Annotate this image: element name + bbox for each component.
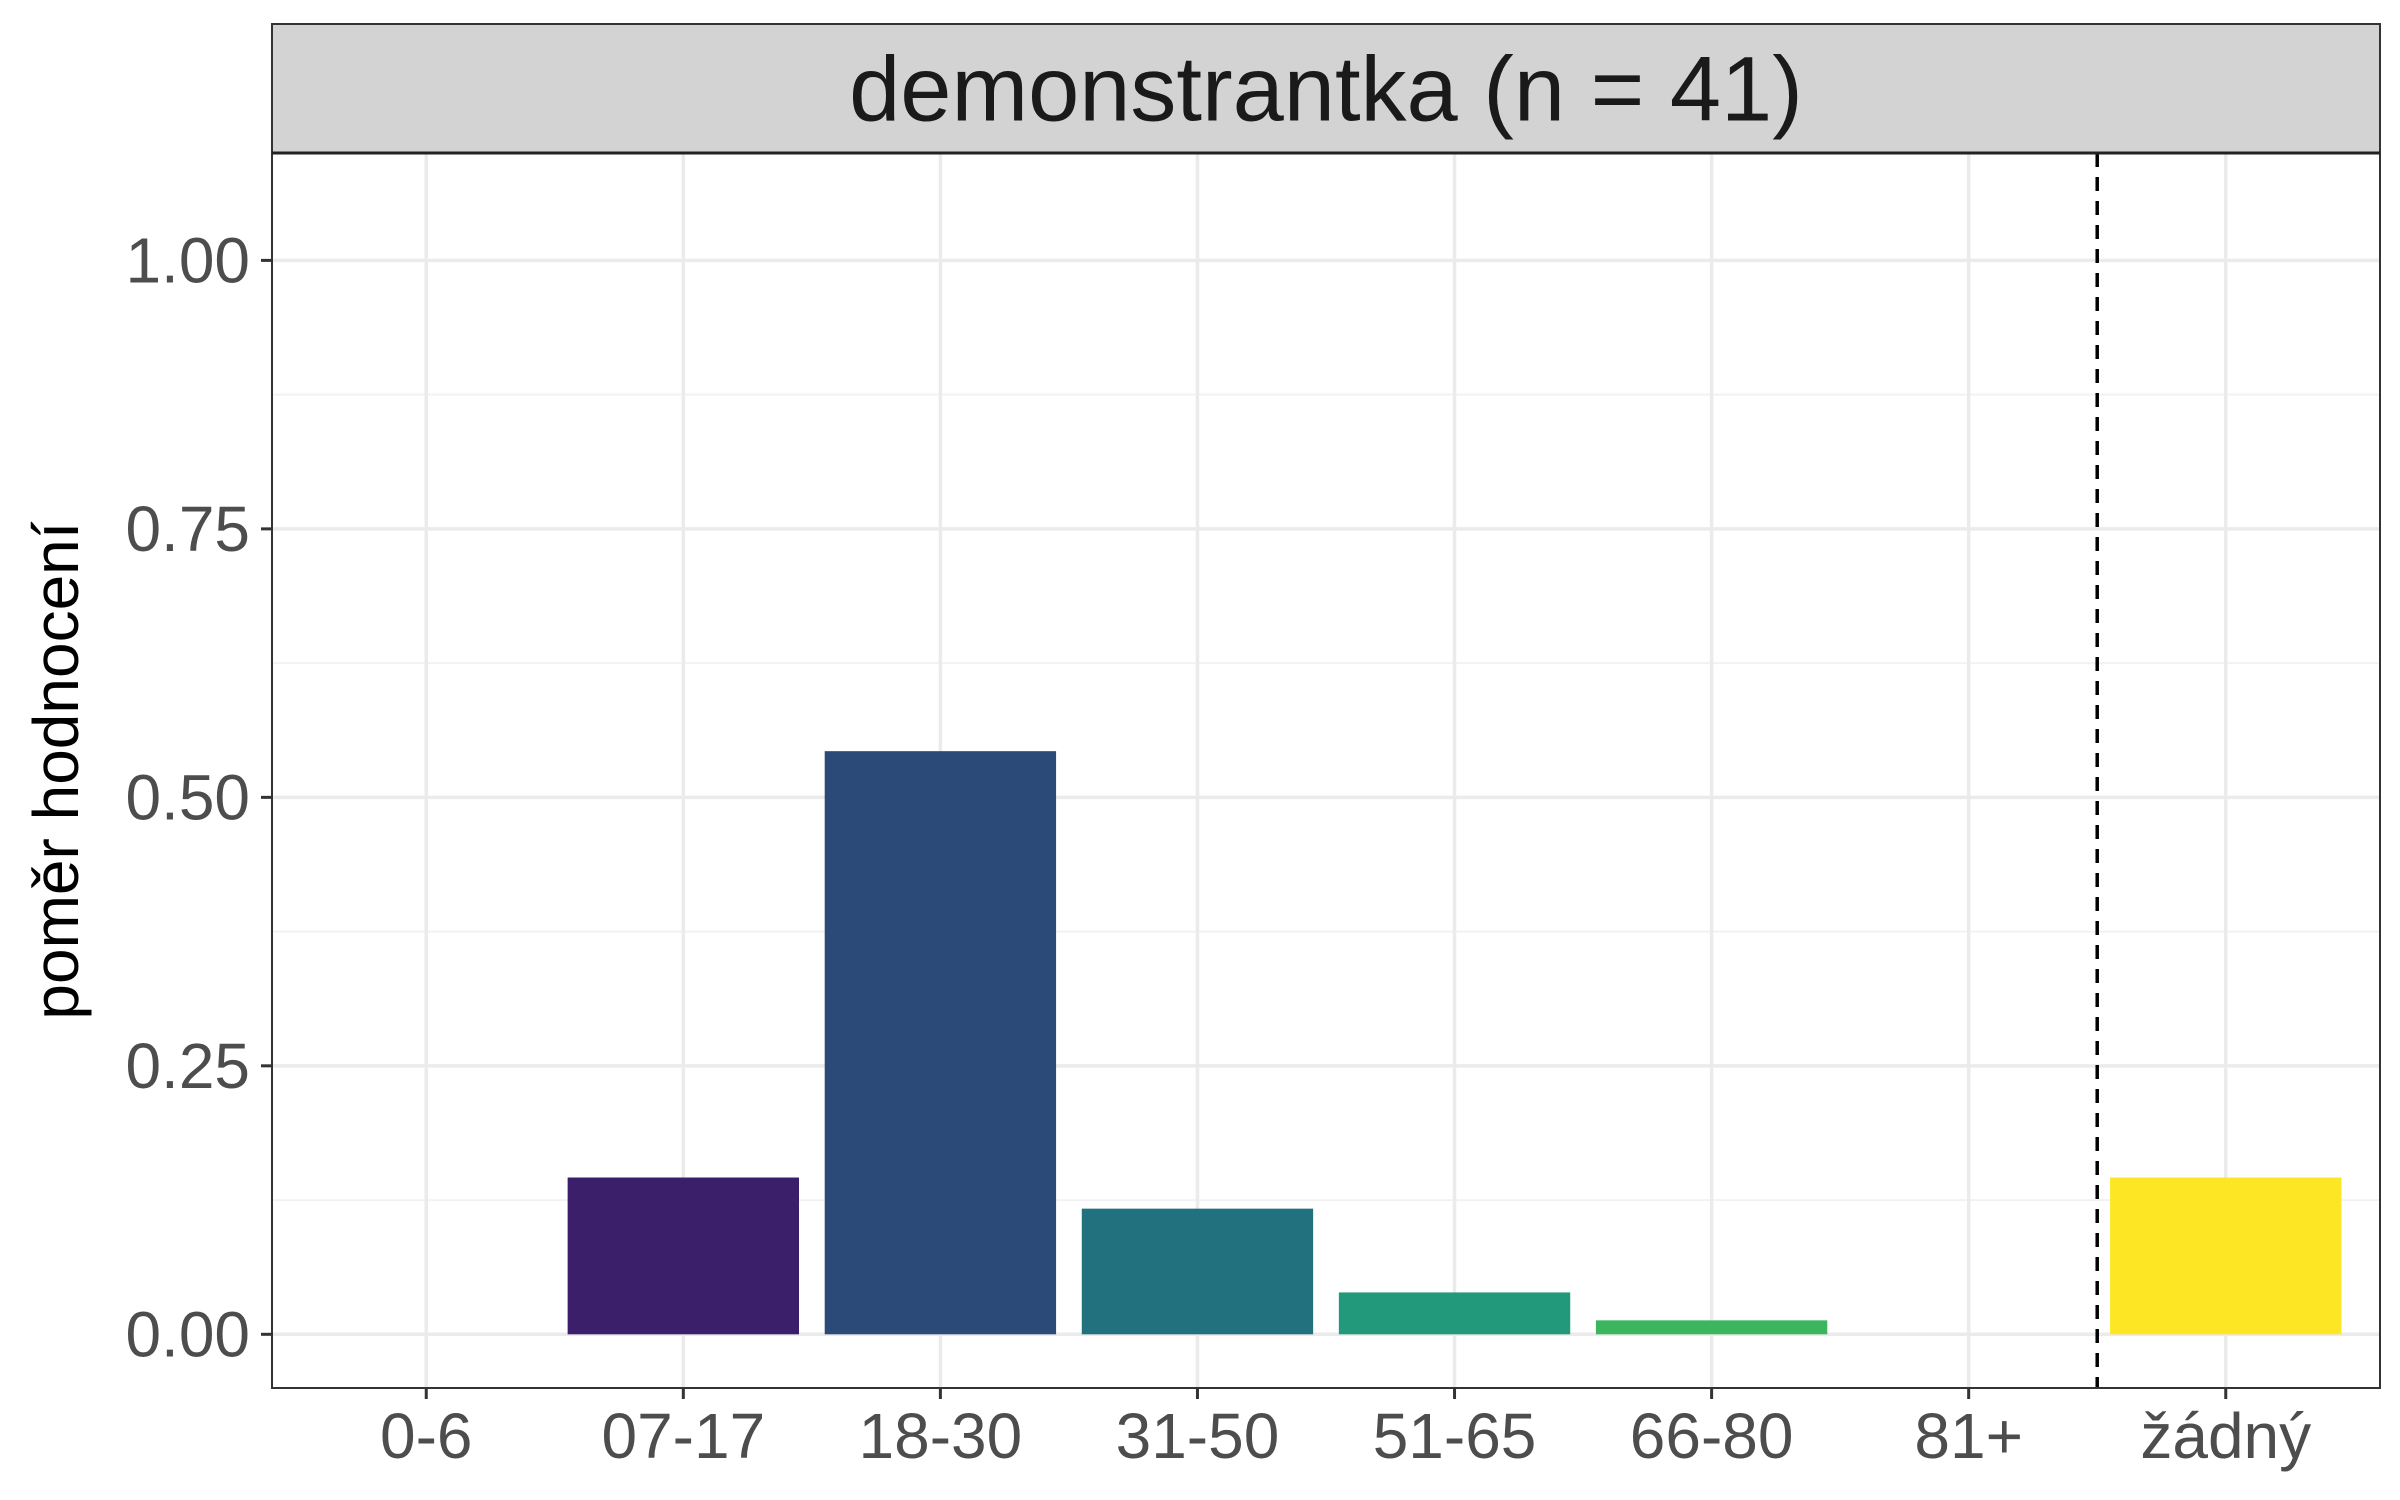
y-axis: 0.00 0.25 0.50 0.75 1.00 <box>125 224 272 1370</box>
grid-lines <box>272 153 2380 1388</box>
bars <box>567 751 2342 1335</box>
bar-51-65 <box>1338 1292 1571 1335</box>
bar-31-50 <box>1081 1208 1314 1335</box>
x-tick-label: 31-50 <box>1116 1400 1280 1472</box>
facet-strip <box>271 23 2381 154</box>
y-tick-label: 1.00 <box>125 224 250 296</box>
x-tick-label: 81+ <box>1914 1400 2023 1472</box>
y-tick-label: 0.00 <box>125 1298 250 1370</box>
y-tick-label: 0.75 <box>125 493 250 565</box>
bar-66-80 <box>1595 1320 1828 1335</box>
y-tick-label: 0.25 <box>125 1030 250 1102</box>
x-tick-label: 07-17 <box>601 1400 765 1472</box>
x-tick-label: 18-30 <box>859 1400 1023 1472</box>
y-tick-label: 0.50 <box>125 761 250 833</box>
x-axis: 0-6 07-17 18-30 31-50 51-65 66-80 81+ žádný <box>380 1388 2311 1472</box>
y-axis-title: poměr hodnocení <box>20 521 92 1019</box>
x-tick-label: 66-80 <box>1630 1400 1794 1472</box>
x-tick-label: 51-65 <box>1373 1400 1537 1472</box>
x-tick-label: 0-6 <box>380 1400 473 1472</box>
bar-18-30 <box>824 751 1057 1335</box>
bar-07-17 <box>567 1177 799 1335</box>
bar-žádný <box>2110 1177 2342 1335</box>
x-tick-label: žádný <box>2140 1400 2311 1472</box>
facet-label: demonstrantka (n = 41) <box>849 39 1803 141</box>
